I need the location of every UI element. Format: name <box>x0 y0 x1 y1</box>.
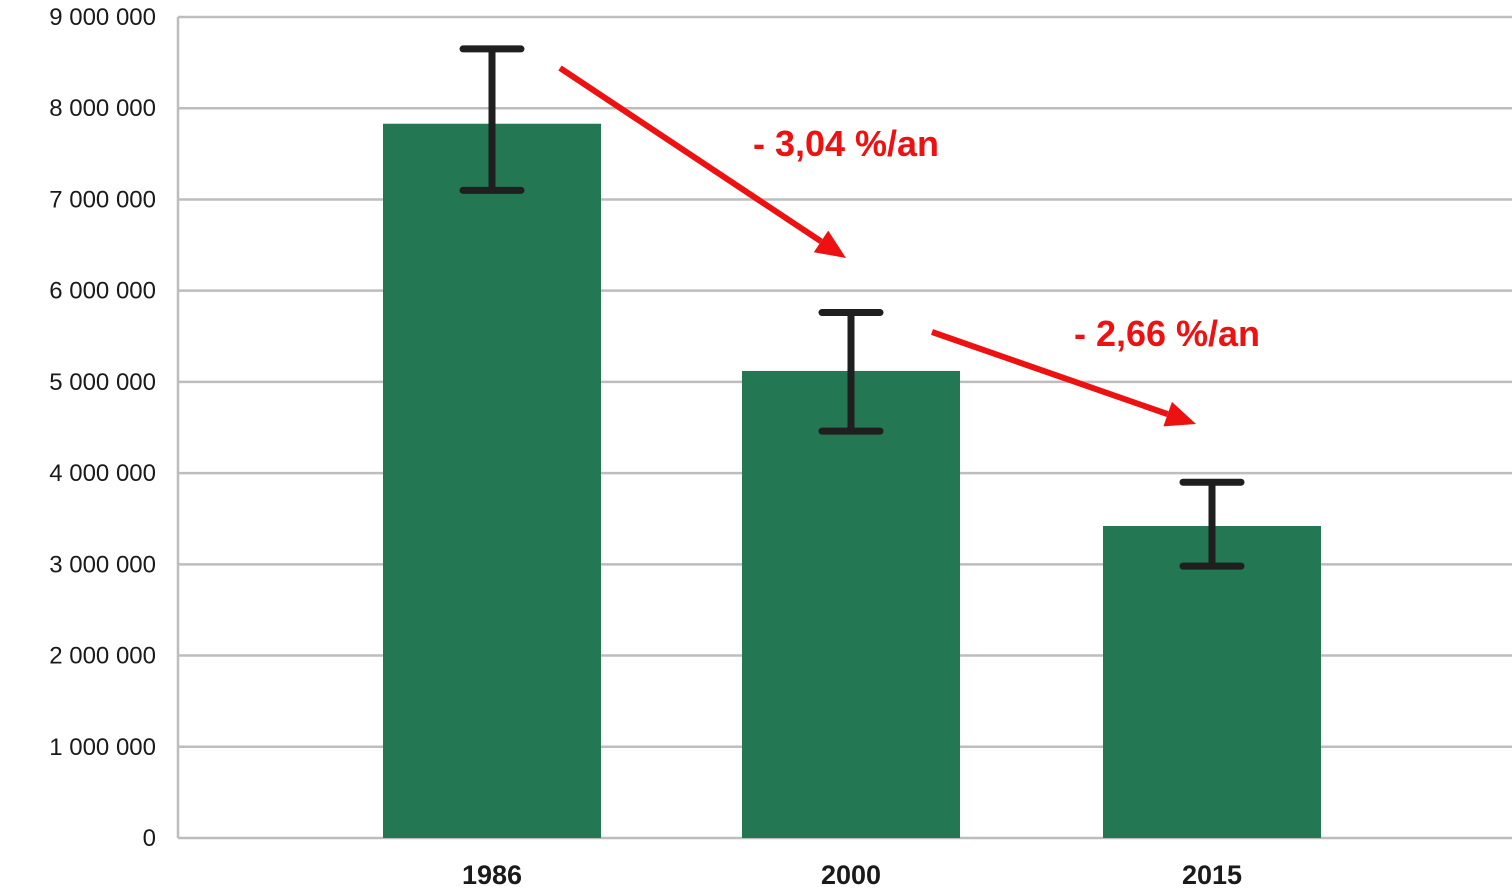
bar-1986 <box>383 123 601 839</box>
error-bar-2000 <box>818 309 884 435</box>
trend-arrow <box>931 329 1196 427</box>
trend-label: - 2,66 %/an <box>1074 313 1260 354</box>
y-axis: 0 1 000 000 2 000 000 3 000 000 4 000 000 5 0… <box>49 4 180 852</box>
y-tick-label: 2 000 000 <box>49 643 156 670</box>
error-bar-2015 <box>1179 478 1245 570</box>
y-tick-label: 6 000 000 <box>49 278 156 305</box>
bars <box>383 123 1321 839</box>
y-tick-label: 3 000 000 <box>49 551 156 578</box>
trend-label: - 3,04 %/an <box>753 123 939 164</box>
x-axis-labels: 1986 2000 2015 <box>462 860 1242 889</box>
x-tick-label: 2015 <box>1182 860 1242 889</box>
y-tick-label: 8 000 000 <box>49 95 156 122</box>
bar-2000 <box>742 370 960 838</box>
x-tick-label: 1986 <box>462 860 522 889</box>
trend-annotations: - 3,04 %/an - 2,66 %/an <box>558 65 1260 427</box>
y-tick-label: 7 000 000 <box>49 186 156 213</box>
y-tick-label: 0 <box>143 825 156 852</box>
error-bars <box>459 45 1245 570</box>
trend-arrow <box>558 65 846 258</box>
error-bar-1986 <box>459 45 525 194</box>
bar-2015 <box>1103 526 1321 838</box>
y-tick-label: 4 000 000 <box>49 460 156 487</box>
y-tick-label: 1 000 000 <box>49 734 156 761</box>
x-tick-label: 2000 <box>821 860 881 889</box>
y-tick-label: 5 000 000 <box>49 369 156 396</box>
y-tick-label: 9 000 000 <box>49 4 156 31</box>
